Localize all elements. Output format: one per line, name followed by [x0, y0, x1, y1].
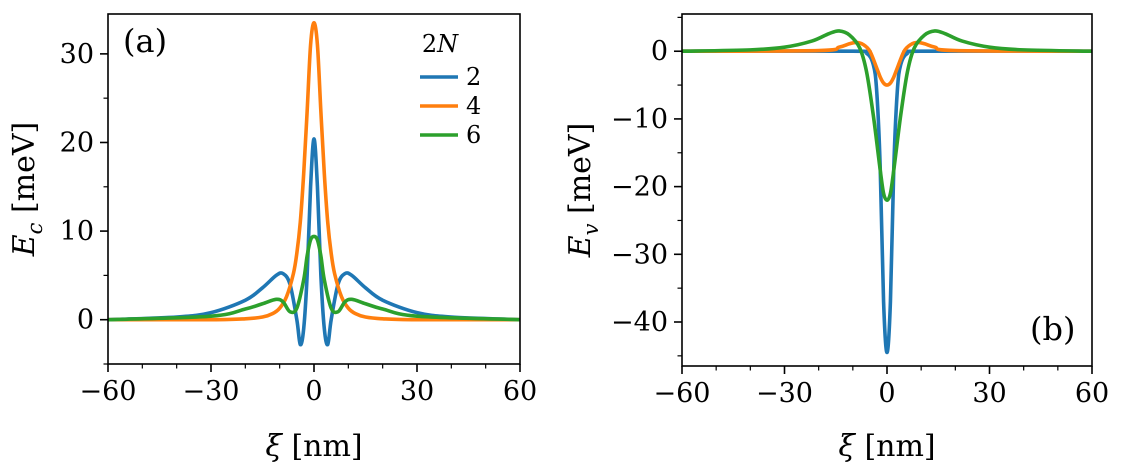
x-tick-label: −30 — [183, 376, 240, 407]
panel-label: (b) — [1030, 310, 1075, 348]
y-tick-label: 0 — [77, 305, 94, 336]
y-tick-label: −20 — [611, 172, 668, 203]
x-tick-label: −60 — [80, 376, 137, 407]
x-tick-label: 60 — [503, 376, 537, 407]
x-tick-label: 0 — [305, 376, 322, 407]
y-tick-label: 30 — [60, 39, 94, 70]
series-line-6 — [682, 29, 1092, 202]
y-tick-label: −10 — [611, 104, 668, 135]
x-tick-label: −30 — [756, 378, 813, 409]
series-line-6 — [108, 234, 520, 322]
series-line-4 — [108, 21, 520, 322]
legend-entry-4: 4 — [466, 92, 481, 120]
y-tick-label: −30 — [611, 239, 668, 270]
y-tick-label: 20 — [60, 127, 94, 158]
y-tick-label: 0 — [651, 36, 668, 67]
legend-title: 2N — [422, 30, 459, 58]
x-tick-label: 30 — [400, 376, 434, 407]
y-axis-label: Ev [meV] — [563, 123, 603, 259]
x-tick-label: −60 — [654, 378, 711, 409]
y-tick-label: 10 — [60, 216, 94, 247]
legend-entry-2: 2 — [466, 63, 481, 91]
x-tick-label: 0 — [878, 378, 895, 409]
x-axis-label: ξ [nm] — [838, 429, 935, 464]
series-line-2 — [108, 137, 520, 347]
legend-entry-6: 6 — [466, 121, 481, 149]
x-axis-label: ξ [nm] — [265, 429, 362, 464]
x-tick-label: 60 — [1075, 378, 1109, 409]
x-tick-label: 30 — [972, 378, 1006, 409]
panel-label: (a) — [123, 22, 167, 60]
series-line-4 — [682, 40, 1092, 87]
axes-frame — [107, 13, 521, 365]
series-line-2 — [682, 49, 1092, 355]
y-axis-label: Ec [meV] — [7, 122, 47, 257]
panel-b: −60 −30 0 30 60 0 −10 −20 −30 −40 ξ [nm] Ev [meV] (b… — [563, 13, 1109, 464]
y-tick-label: −40 — [611, 307, 668, 338]
